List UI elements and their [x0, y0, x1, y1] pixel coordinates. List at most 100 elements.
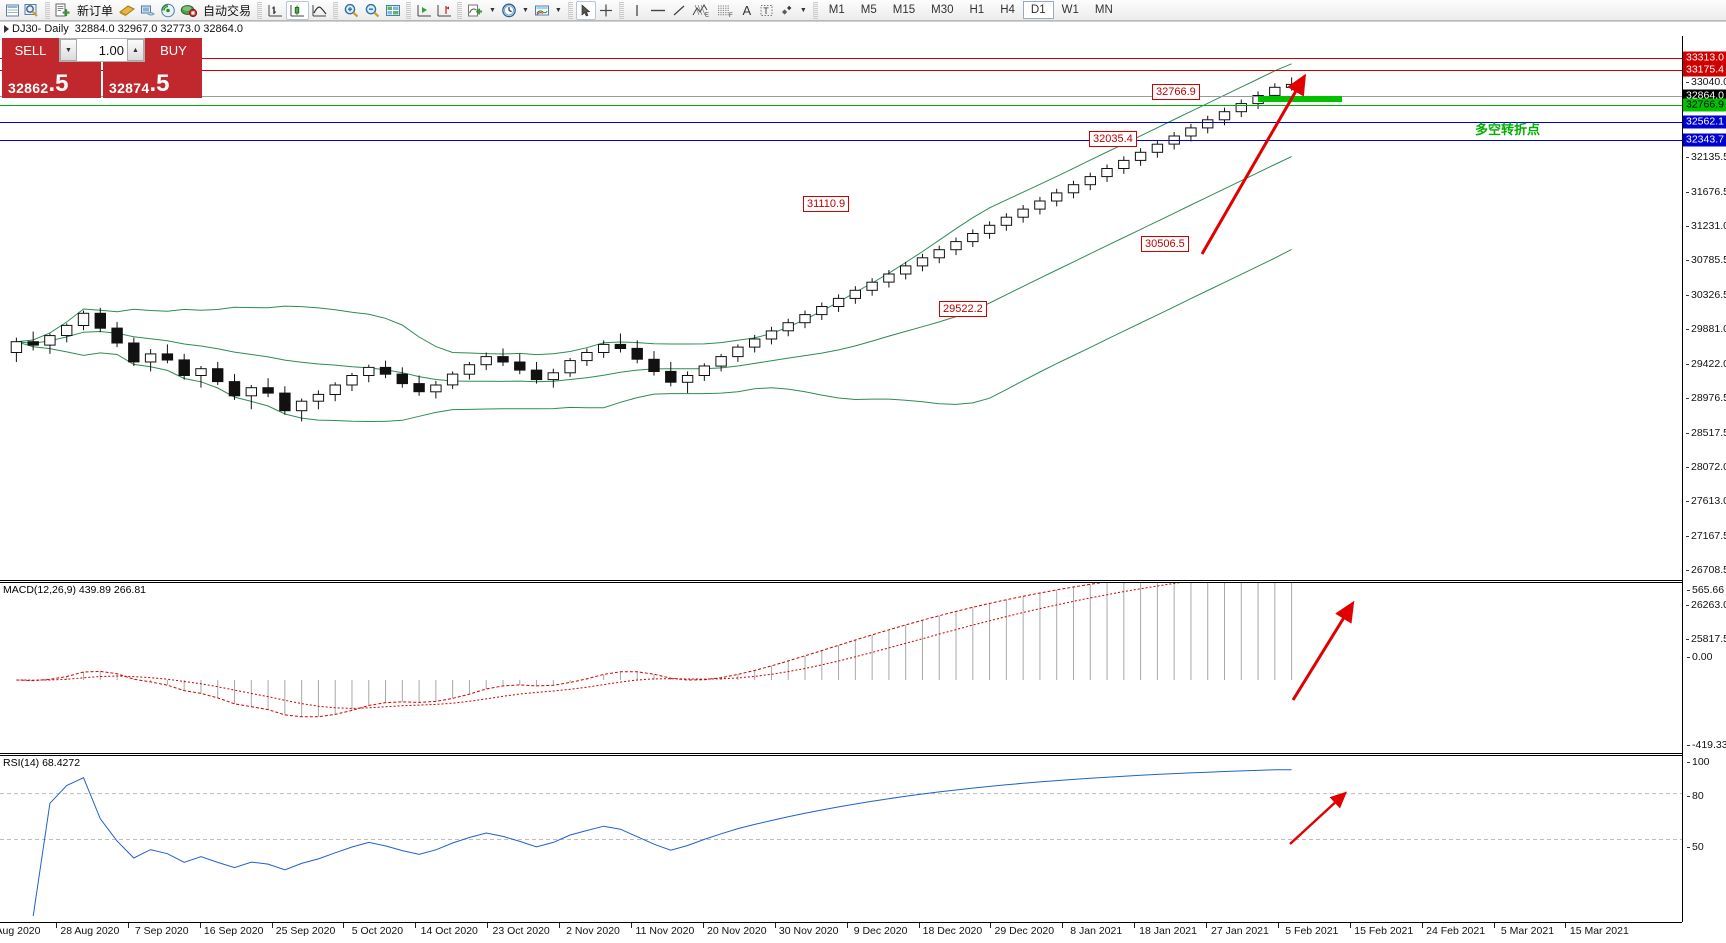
time-axis-label: 23 Oct 2020: [492, 925, 550, 937]
grid-icon[interactable]: [383, 1, 403, 20]
macd-plot: [16, 583, 1293, 718]
chart-area[interactable]: 32766.9 32035.4 31110.9 30506.5 29522.2 多空转折…: [0, 36, 1726, 943]
rsi-axis-ticks: 100 80 50: [1683, 755, 1726, 922]
time-axis-divider: [559, 923, 561, 928]
buy-button[interactable]: BUY: [145, 38, 202, 62]
toolbar-separator: [618, 1, 624, 19]
support-blue-2: [0, 140, 1682, 141]
indicators-icon[interactable]: [465, 1, 486, 20]
timeframe-mn[interactable]: MN: [1094, 4, 1113, 16]
trendline-icon[interactable]: [669, 1, 689, 20]
timeframe-d1[interactable]: D1: [1022, 1, 1054, 19]
sell-price-fraction: .5: [48, 70, 69, 97]
vertical-line-icon[interactable]: [627, 1, 647, 20]
green-level-marker: [1258, 96, 1342, 102]
time-axis-divider: [415, 923, 417, 928]
buy-price-box[interactable]: 32874 .5: [103, 62, 202, 98]
price-pane[interactable]: 32766.9 32035.4 31110.9 30506.5 29522.2 多空转折…: [0, 36, 1682, 581]
time-axis-label: 15 Mar 2021: [1569, 925, 1629, 937]
autotrading-icon[interactable]: [178, 1, 200, 20]
price-axis[interactable]: 33313.0 33175.4 33040.0 32864.0 32766.9 32562…: [1682, 36, 1726, 922]
chevron-down-icon[interactable]: ▼: [554, 6, 562, 14]
volume-increment-button[interactable]: ▲: [127, 39, 144, 61]
axis-tick: 100: [1687, 756, 1726, 768]
sell-price-box[interactable]: 32862 .5: [2, 62, 101, 98]
time-axis-label: 28 Aug 2020: [60, 925, 120, 937]
crosshair-icon[interactable]: [596, 1, 616, 20]
chevron-down-icon[interactable]: ▼: [489, 6, 496, 14]
toolbar-separator: [567, 1, 573, 19]
volume-input[interactable]: 1.00: [77, 39, 127, 61]
time-axis-divider: [630, 923, 632, 928]
axis-tick: 0.00: [1687, 651, 1726, 663]
fibonacci-icon[interactable]: F: [713, 1, 737, 20]
bar-chart-icon[interactable]: [265, 1, 286, 20]
time-axis-divider: [918, 923, 920, 928]
chevron-down-icon[interactable]: ▼: [521, 6, 529, 14]
new-order-icon[interactable]: [53, 1, 74, 20]
level-gray: [0, 96, 1682, 97]
time-axis-divider: [1062, 923, 1064, 928]
elliott-wave-icon[interactable]: E: [689, 1, 713, 20]
price-axis-tick: 30326.5: [1686, 289, 1726, 301]
time-axis-divider: [199, 923, 201, 928]
timeframe-w1[interactable]: W1: [1061, 4, 1079, 16]
chevron-down-icon[interactable]: ▼: [799, 6, 807, 14]
market-watch-icon[interactable]: [2, 1, 22, 20]
level-green: [0, 105, 1682, 106]
timeframe-m15[interactable]: M15: [892, 4, 916, 16]
auto-scroll-icon[interactable]: [414, 1, 434, 20]
time-axis-divider: [1493, 923, 1495, 928]
turning-point-note: 多空转折点: [1475, 122, 1541, 137]
price-tag: 31110.9: [803, 196, 850, 212]
one-click-trading-panel[interactable]: SELL ▼ 1.00 ▲ BUY 32862 .5 32874 .5: [2, 38, 202, 98]
rsi-pane[interactable]: RSI(14) 68.4272: [0, 755, 1682, 922]
price-axis-tick: 32766.9: [1683, 98, 1726, 112]
templates-icon[interactable]: [532, 1, 552, 20]
time-axis-divider: [846, 923, 848, 928]
price-axis-tick: 33040.0: [1686, 76, 1726, 88]
shapes-icon[interactable]: [777, 1, 797, 20]
zoom-out-icon[interactable]: [362, 1, 383, 20]
price-axis-tick: 32135.5: [1686, 151, 1726, 163]
volume-decrement-button[interactable]: ▼: [60, 39, 77, 61]
line-chart-icon[interactable]: [309, 1, 330, 20]
time-axis-label: Aug 2020: [0, 925, 41, 937]
time-axis-divider: [1134, 923, 1136, 928]
text-label-icon[interactable]: T: [757, 1, 777, 20]
time-axis-label: 20 Nov 2020: [707, 925, 767, 937]
main-toolbar[interactable]: 新订单 自动交易 ▼ ▼ ▼: [0, 0, 1726, 21]
cursor-icon[interactable]: [575, 0, 596, 20]
price-axis-tick: 27167.5: [1686, 530, 1726, 542]
timeframe-h1[interactable]: H1: [969, 4, 985, 16]
candlestick-chart-icon[interactable]: [286, 0, 310, 20]
macd-label: MACD(12,26,9) 439.89 266.81: [1, 584, 149, 596]
timeframe-h4[interactable]: H4: [1000, 4, 1015, 16]
resistance-red-1: [0, 58, 1682, 59]
collapse-triangle-icon[interactable]: [4, 25, 9, 33]
strategy-tester-icon[interactable]: [138, 1, 158, 20]
new-order-label[interactable]: 新订单: [77, 3, 114, 18]
rsi-label: RSI(14) 68.4272: [1, 757, 83, 769]
data-window-icon[interactable]: [22, 1, 42, 20]
timeframe-m1[interactable]: M1: [828, 4, 845, 16]
symbol-name: DJ30-: [12, 23, 42, 35]
zoom-in-icon[interactable]: [341, 1, 362, 20]
expert-advisor-icon[interactable]: [116, 1, 138, 20]
price-axis-tick: 29422.0: [1686, 358, 1726, 370]
autotrading-label[interactable]: 自动交易: [203, 3, 252, 18]
signals-icon[interactable]: [158, 1, 178, 20]
time-axis-divider: [1421, 923, 1423, 928]
volume-stepper[interactable]: ▼ 1.00 ▲: [59, 38, 145, 62]
text-icon[interactable]: A: [742, 2, 752, 18]
macd-pane[interactable]: MACD(12,26,9) 439.89 266.81: [0, 582, 1682, 754]
sell-button[interactable]: SELL: [2, 38, 59, 62]
periods-icon[interactable]: [499, 1, 519, 20]
horizontal-line-icon[interactable]: [647, 1, 669, 20]
timeframe-m5[interactable]: M5: [860, 4, 877, 16]
time-axis-label: 2 Nov 2020: [566, 925, 620, 937]
chart-shift-icon[interactable]: [434, 1, 454, 20]
time-axis-label: 25 Sep 2020: [275, 925, 336, 937]
timeframe-group[interactable]: M1 M5 M15 M30 H1 H4 D1 W1 MN: [821, 1, 1121, 19]
timeframe-m30[interactable]: M30: [931, 4, 954, 16]
